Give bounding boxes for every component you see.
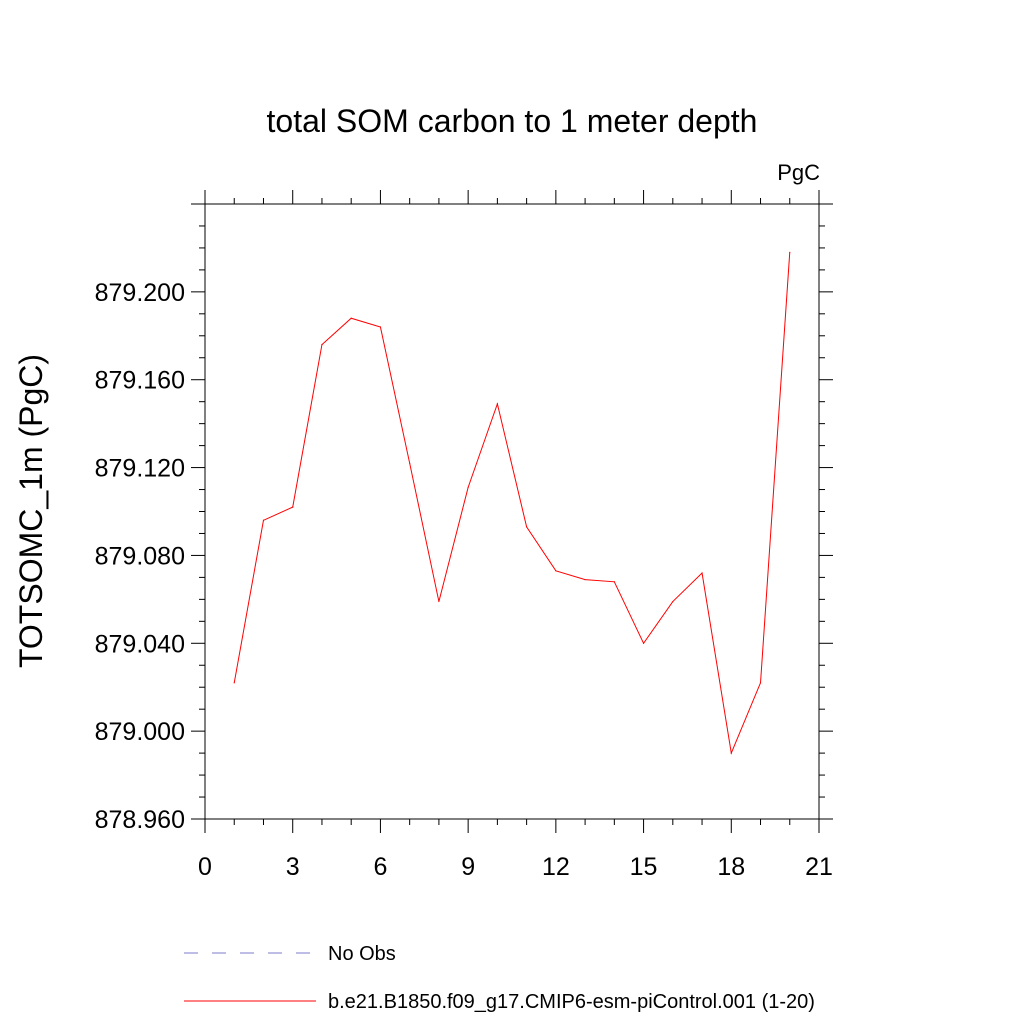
data-point bbox=[379, 326, 382, 328]
x-tick-label: 6 bbox=[373, 853, 387, 881]
series-line bbox=[233, 252, 791, 755]
data-point bbox=[555, 570, 557, 572]
y-tick-label: 879.080 bbox=[95, 542, 185, 570]
axis-ticks: 0 3 6 9 12 15 18 21 878.960 879.000 879.040 879.080… bbox=[95, 190, 833, 881]
x-tick-label: 12 bbox=[542, 853, 570, 881]
data-point bbox=[789, 251, 791, 253]
y-tick-label: 878.960 bbox=[95, 806, 185, 834]
data-point bbox=[730, 752, 732, 754]
data-point bbox=[584, 578, 586, 581]
data-point bbox=[350, 317, 352, 319]
legend-label-control: b.e21.B1850.f09_g17.CMIP6-esm-piControl.… bbox=[328, 991, 815, 1013]
data-point bbox=[642, 642, 645, 644]
data-point bbox=[613, 581, 615, 583]
data-point bbox=[496, 403, 498, 405]
legend-label-no-obs: No Obs bbox=[328, 943, 396, 965]
series-layer bbox=[233, 251, 791, 755]
data-point bbox=[262, 519, 265, 521]
x-tick-label: 0 bbox=[198, 853, 212, 881]
data-point bbox=[292, 506, 294, 508]
chart-title: total SOM carbon to 1 meter depth bbox=[267, 103, 758, 139]
y-tick-label: 879.040 bbox=[95, 630, 185, 658]
data-point bbox=[672, 600, 674, 603]
data-point bbox=[759, 682, 762, 684]
data-point bbox=[467, 486, 469, 488]
y-tick-label: 879.200 bbox=[95, 279, 185, 307]
x-tick-label: 18 bbox=[717, 853, 745, 881]
x-tick-label: 3 bbox=[286, 853, 300, 881]
units-label: PgC bbox=[777, 160, 820, 185]
data-point bbox=[438, 600, 440, 603]
x-tick-label: 21 bbox=[805, 853, 833, 881]
data-point bbox=[701, 572, 703, 574]
data-point bbox=[321, 343, 323, 346]
x-tick-label: 15 bbox=[630, 853, 658, 881]
legend: No Obs b.e21.B1850.f09_g17.CMIP6-esm-piC… bbox=[184, 943, 815, 1013]
y-tick-label: 879.120 bbox=[95, 455, 185, 483]
data-point bbox=[409, 462, 411, 464]
data-point bbox=[233, 682, 235, 684]
data-point bbox=[526, 526, 528, 528]
y-tick-label: 879.000 bbox=[95, 718, 185, 746]
y-axis-label: TOTSOMC_1m (PgC) bbox=[13, 354, 49, 668]
x-tick-label: 9 bbox=[461, 853, 475, 881]
y-tick-label: 879.160 bbox=[95, 367, 185, 395]
